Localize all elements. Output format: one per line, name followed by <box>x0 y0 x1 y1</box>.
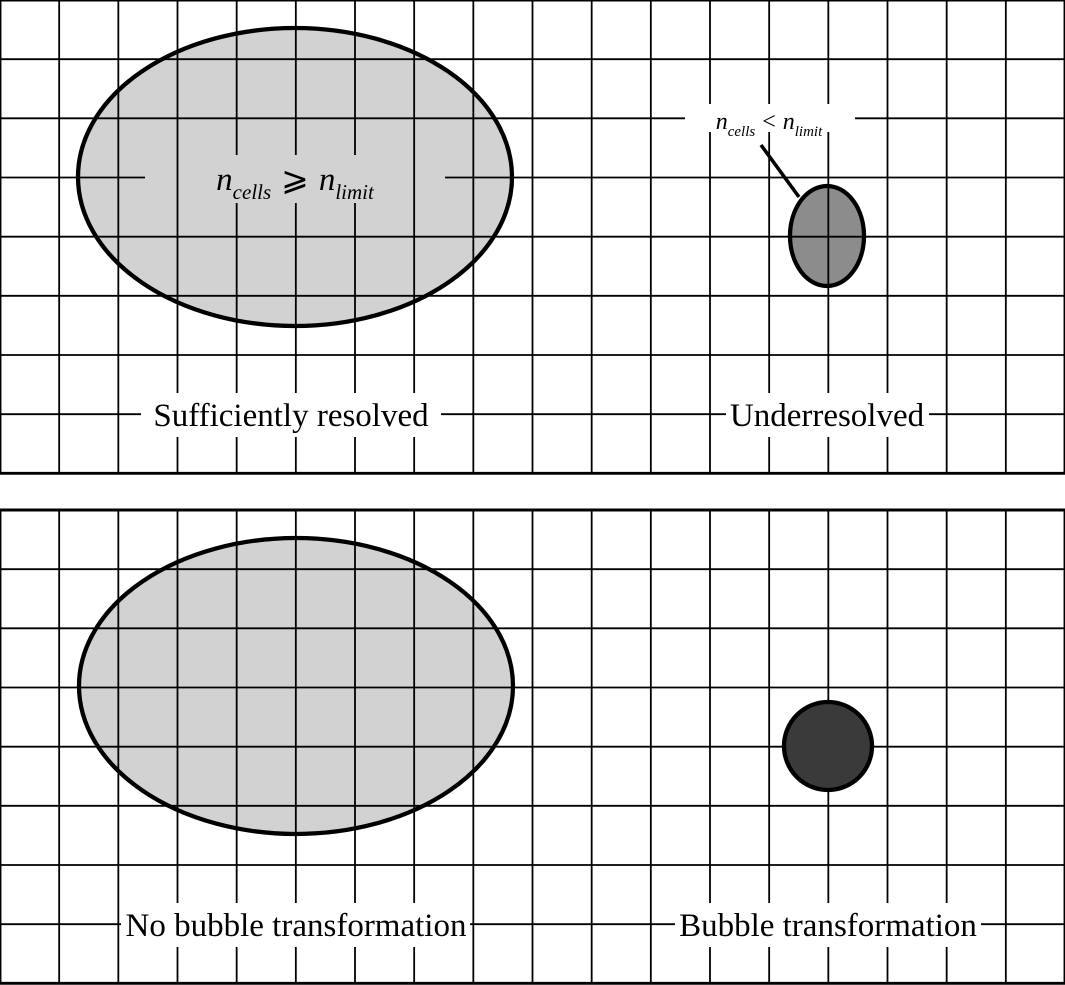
svg-text:No bubble transformation: No bubble transformation <box>126 908 467 944</box>
svg-text:Bubble transformation: Bubble transformation <box>679 908 977 944</box>
svg-text:Underresolved: Underresolved <box>730 398 925 434</box>
svg-text:Sufficiently resolved: Sufficiently resolved <box>153 398 429 434</box>
